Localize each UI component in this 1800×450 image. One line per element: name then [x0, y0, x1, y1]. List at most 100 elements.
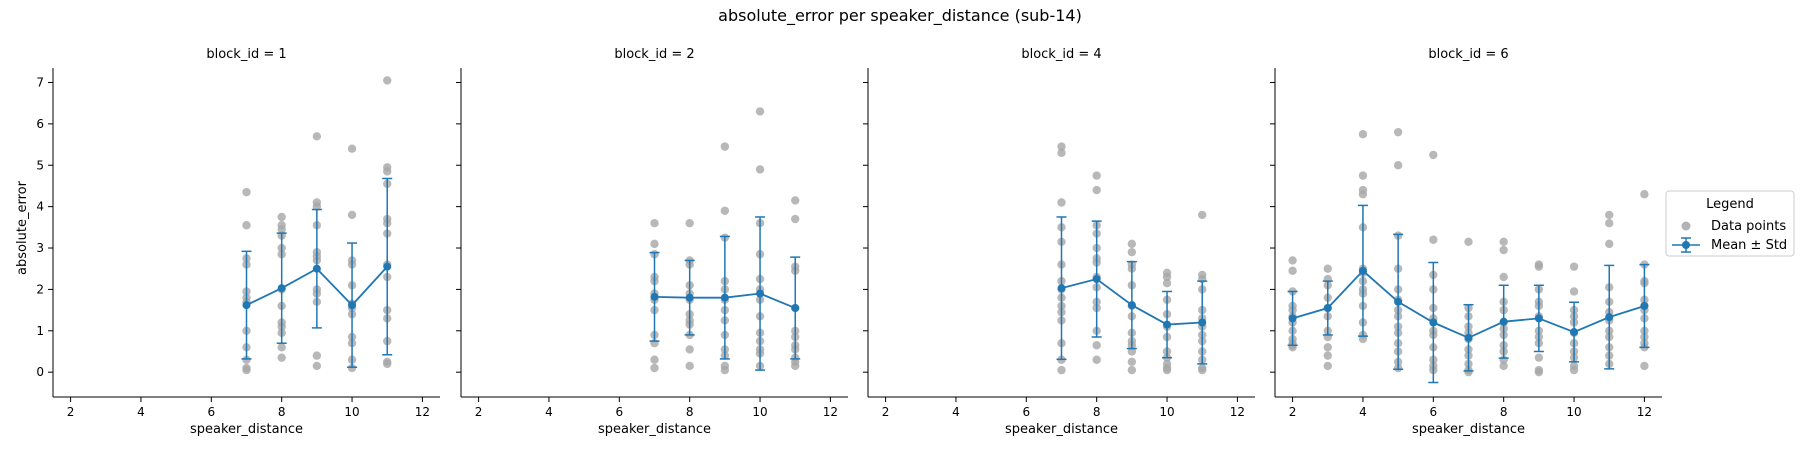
data-point: [1358, 130, 1368, 139]
x-tick-label: 8: [686, 405, 694, 419]
x-tick-label: 2: [67, 405, 75, 419]
data-point: [1534, 367, 1544, 377]
data-point: [650, 363, 659, 373]
x-tick-label: 2: [882, 405, 890, 419]
mean-marker: [1534, 314, 1543, 323]
data-point: [1323, 264, 1332, 273]
data-point: [1092, 355, 1101, 364]
subplot-block-1: block_id = 12 4 6 8 10 1201234567speaker_dist…: [36, 47, 440, 437]
data-point: [1198, 365, 1207, 375]
mean-marker: [1198, 318, 1207, 327]
x-tick-label: 10: [1159, 405, 1174, 419]
mean-marker: [685, 293, 694, 302]
mean-std-series: [649, 216, 801, 371]
data-point: [1092, 185, 1101, 195]
data-point: [1640, 361, 1649, 371]
data-point: [1429, 150, 1438, 160]
data-point: [791, 214, 800, 224]
mean-marker: [1429, 318, 1438, 327]
data-point: [383, 167, 392, 176]
data-point: [1092, 171, 1101, 180]
x-tick-label: 4: [952, 405, 960, 419]
data-point: [312, 351, 322, 360]
mean-marker: [791, 304, 800, 313]
y-tick-label: 4: [36, 200, 44, 214]
data-point: [1499, 361, 1508, 371]
data-point: [1198, 210, 1207, 220]
y-tick-label: 5: [36, 158, 44, 172]
x-tick-label: 8: [1093, 405, 1101, 419]
data-point: [312, 132, 322, 141]
mean-marker: [312, 264, 321, 273]
y-tick-label: 1: [36, 324, 44, 338]
x-tick-label: 12: [1637, 405, 1652, 419]
data-point: [791, 196, 800, 205]
data-point: [720, 142, 730, 151]
data-point: [1605, 239, 1614, 249]
x-tick-label: 8: [278, 405, 286, 419]
y-tick-label: 6: [36, 117, 44, 131]
figure-title: absolute_error per speaker_distance (sub…: [718, 6, 1082, 26]
data-point: [1499, 245, 1508, 255]
mean-marker: [242, 301, 251, 310]
data-point: [1162, 278, 1172, 288]
mean-marker: [1288, 314, 1297, 323]
data-point: [1323, 343, 1332, 352]
mean-marker: [1394, 297, 1403, 306]
data-point: [1605, 210, 1614, 220]
data-point: [720, 206, 730, 215]
data-point: [347, 363, 357, 373]
mean-std-series: [1287, 204, 1650, 384]
data-point: [1499, 272, 1508, 282]
data-point: [1534, 353, 1544, 362]
x-tick-label: 6: [1022, 405, 1030, 419]
legend: Legend Data points Mean ± Std: [1665, 190, 1795, 257]
data-point: [1162, 272, 1172, 282]
data-point: [277, 212, 286, 222]
data-point: [1057, 148, 1066, 158]
data-point: [1162, 365, 1172, 375]
legend-scatter-marker: [1681, 221, 1691, 231]
data-point: [685, 218, 694, 228]
x-tick-label: 12: [823, 405, 838, 419]
data-point: [685, 361, 694, 371]
data-point: [242, 355, 251, 364]
mean-marker: [1127, 301, 1136, 310]
data-point: [650, 239, 659, 249]
data-point: [1605, 218, 1614, 228]
data-point: [1358, 334, 1368, 344]
x-tick-label: 10: [752, 405, 767, 419]
data-point: [242, 187, 251, 197]
data-point: [1569, 365, 1579, 375]
data-point: [383, 359, 392, 369]
data-point: [1057, 198, 1066, 207]
data-point: [1569, 262, 1579, 271]
x-tick-label: 10: [344, 405, 359, 419]
x-axis-label: speaker_distance: [190, 422, 303, 437]
data-point: [242, 365, 251, 375]
data-point: [1464, 237, 1473, 247]
data-point: [242, 221, 251, 230]
data-point: [347, 210, 357, 220]
data-point: [383, 76, 392, 85]
mean-marker: [1163, 320, 1172, 329]
data-point: [312, 202, 322, 211]
x-tick-label: 4: [137, 405, 145, 419]
mean-marker: [1464, 333, 1473, 342]
data-point: [1057, 365, 1066, 375]
legend-title: Legend: [1706, 197, 1754, 212]
subplot-title: block_id = 1: [206, 47, 286, 62]
y-axis-label: absolute_error: [15, 180, 30, 275]
data-point: [1640, 190, 1649, 199]
data-point: [685, 345, 694, 354]
subplot-block-2: block_id = 2 2 4 6 8 10 12 speaker_distance: [456, 47, 848, 437]
x-tick-label: 4: [1359, 405, 1367, 419]
data-point: [1323, 351, 1332, 360]
data-point: [1127, 365, 1137, 375]
mean-marker: [1323, 304, 1332, 313]
mean-marker: [1499, 317, 1508, 326]
mean-marker: [1640, 301, 1649, 310]
x-tick-label: 6: [1429, 405, 1437, 419]
data-point: [1393, 161, 1403, 170]
x-axis-label: speaker_distance: [598, 422, 711, 437]
